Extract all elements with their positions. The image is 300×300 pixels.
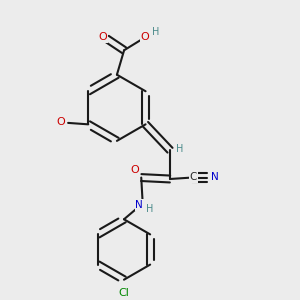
Text: N: N bbox=[211, 172, 218, 182]
Text: O: O bbox=[57, 117, 65, 127]
Text: C: C bbox=[189, 172, 197, 182]
Text: N: N bbox=[135, 200, 143, 210]
Text: H: H bbox=[146, 204, 153, 214]
Text: O: O bbox=[141, 32, 149, 42]
Text: Cl: Cl bbox=[118, 288, 129, 298]
Text: O: O bbox=[98, 32, 107, 42]
Text: O: O bbox=[130, 165, 139, 176]
Text: H: H bbox=[176, 144, 184, 154]
Text: H: H bbox=[152, 27, 159, 38]
